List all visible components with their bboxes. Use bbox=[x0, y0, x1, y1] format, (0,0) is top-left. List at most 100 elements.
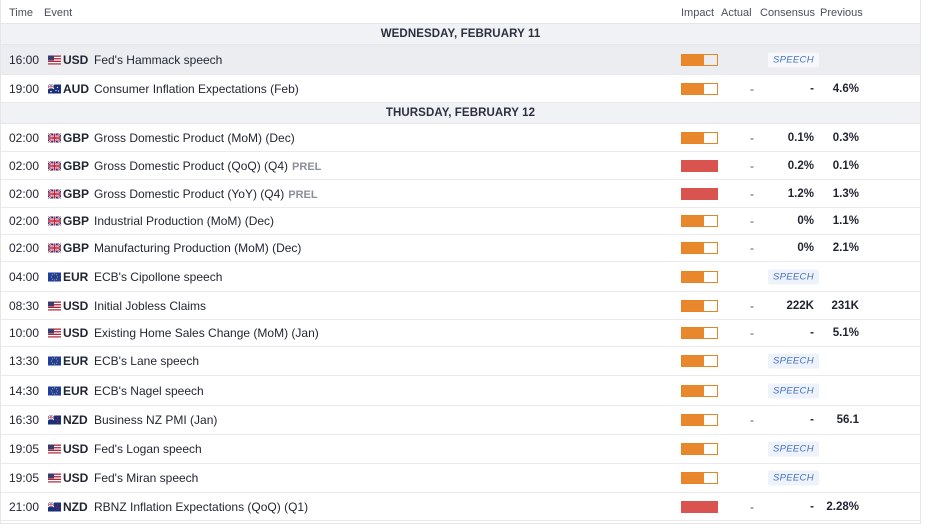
event-name[interactable]: ECB's Lane speech bbox=[94, 354, 199, 368]
event-row[interactable]: 10:00 USD Existing Home Sales Change (MoM)… bbox=[1, 320, 920, 347]
event-name-text: ECB's Nagel speech bbox=[94, 383, 204, 398]
event-time: 02:00 bbox=[9, 214, 40, 228]
eu-flag-icon bbox=[48, 356, 61, 366]
event-row[interactable]: 02:00 GBP Gross Domestic Product (QoQ) (Q4… bbox=[1, 152, 920, 180]
column-header-impact[interactable]: Impact bbox=[681, 7, 715, 19]
us-flag-icon bbox=[48, 55, 61, 64]
consensus-value: - bbox=[810, 500, 814, 513]
impact-fill bbox=[682, 188, 717, 199]
consensus-value: 222K bbox=[786, 299, 815, 312]
column-header-event[interactable]: Event bbox=[44, 7, 73, 19]
event-name[interactable]: Gross Domestic Product (QoQ) (Q4) PREL bbox=[94, 159, 321, 173]
event-currency: GBP bbox=[63, 158, 90, 173]
column-header-row: Time Event Impact Actual Consensus Previ… bbox=[1, 0, 920, 24]
event-currency: AUD bbox=[63, 81, 89, 96]
impact-fill bbox=[682, 328, 704, 338]
event-currency: EUR bbox=[63, 354, 89, 368]
previous-value: 2.1% bbox=[832, 242, 859, 254]
impact-fill bbox=[682, 132, 704, 143]
event-time: 04:00 bbox=[9, 269, 40, 284]
date-header: WEDNESDAY, FEBRUARY 11 bbox=[1, 24, 920, 45]
impact-indicator bbox=[681, 242, 718, 254]
event-currency: GBP bbox=[63, 214, 90, 228]
consensus-value: 1.2% bbox=[787, 187, 814, 200]
actual-value: - bbox=[750, 241, 754, 255]
event-name-text: Initial Jobless Claims bbox=[94, 298, 207, 313]
event-name[interactable]: Existing Home Sales Change (MoM) (Jan) bbox=[94, 326, 319, 340]
event-row[interactable]: 13:30 EUR ECB's Lane speech SPEECH bbox=[1, 347, 920, 376]
event-list: WEDNESDAY, FEBRUARY 11 16:00 USD Fed's Hamm… bbox=[1, 24, 920, 521]
consensus-value: 0.2% bbox=[787, 159, 814, 172]
impact-indicator bbox=[681, 159, 718, 172]
consensus-value: - bbox=[810, 82, 814, 95]
event-row[interactable]: 08:30 USD Initial Jobless Claims - 222K 231K bbox=[1, 292, 920, 320]
event-time: 21:00 bbox=[9, 499, 40, 514]
event-name[interactable]: Fed's Logan speech bbox=[94, 442, 202, 456]
event-row[interactable]: 02:00 GBP Gross Domestic Product (YoY) (Q4… bbox=[1, 180, 920, 208]
impact-indicator bbox=[681, 299, 718, 312]
event-row[interactable]: 19:05 USD Fed's Logan speech SPEECH bbox=[1, 435, 920, 464]
impact-fill bbox=[682, 444, 704, 454]
event-name-text: Industrial Production (MoM) (Dec) bbox=[94, 214, 275, 228]
impact-indicator bbox=[681, 187, 718, 200]
event-name[interactable]: Gross Domestic Product (YoY) (Q4) PREL bbox=[94, 187, 318, 201]
event-time: 19:00 bbox=[9, 81, 40, 96]
consensus-value: 0.1% bbox=[787, 131, 814, 144]
event-name[interactable]: Manufacturing Production (MoM) (Dec) bbox=[94, 241, 301, 255]
event-name[interactable]: Industrial Production (MoM) (Dec) bbox=[94, 214, 274, 228]
impact-indicator bbox=[681, 131, 718, 144]
event-row[interactable]: 21:00 NZD RBNZ Inflation Expectations (QoQ… bbox=[1, 493, 920, 521]
actual-value: - bbox=[750, 130, 754, 145]
event-name-text: ECB's Lane speech bbox=[94, 354, 200, 368]
event-row[interactable]: 02:00 GBP Gross Domestic Product (MoM) (De… bbox=[1, 124, 920, 152]
uk-flag-icon bbox=[48, 133, 61, 142]
event-row[interactable]: 19:00 AUD Consumer Inflation Expectations … bbox=[1, 75, 920, 103]
event-name-text: Gross Domestic Product (MoM) (Dec) bbox=[94, 130, 295, 145]
nz-flag-icon bbox=[48, 415, 61, 425]
event-currency: USD bbox=[63, 52, 89, 67]
event-row[interactable]: 14:30 EUR ECB's Nagel speech SPEECH bbox=[1, 376, 920, 406]
event-name[interactable]: RBNZ Inflation Expectations (QoQ) (Q1) bbox=[94, 500, 308, 514]
column-header-consensus[interactable]: Consensus bbox=[760, 7, 816, 19]
event-currency: NZD bbox=[63, 413, 88, 427]
event-currency: USD bbox=[63, 298, 89, 313]
event-row[interactable]: 16:30 NZD Business NZ PMI (Jan) - - 56.1 bbox=[1, 406, 920, 435]
column-header-time[interactable]: Time bbox=[9, 7, 34, 19]
consensus-value: 0% bbox=[797, 242, 814, 254]
event-name[interactable]: Fed's Hammack speech bbox=[94, 53, 222, 67]
event-row[interactable]: 16:00 USD Fed's Hammack speech SPEECH bbox=[1, 45, 920, 75]
column-header-previous[interactable]: Previous bbox=[820, 7, 863, 19]
event-time: 16:30 bbox=[9, 413, 40, 427]
consensus-value: - bbox=[810, 327, 814, 339]
event-row[interactable]: 19:05 USD Fed's Miran speech SPEECH bbox=[1, 464, 920, 493]
event-row[interactable]: 02:00 GBP Manufacturing Production (MoM) (… bbox=[1, 235, 920, 262]
impact-indicator bbox=[681, 384, 718, 397]
speech-badge: SPEECH bbox=[768, 383, 819, 398]
event-time: 14:30 bbox=[9, 383, 40, 398]
event-time: 08:30 bbox=[9, 298, 40, 313]
us-flag-icon bbox=[48, 301, 61, 310]
event-name-text: RBNZ Inflation Expectations (QoQ) (Q1) bbox=[94, 499, 309, 514]
event-currency: GBP bbox=[63, 186, 90, 201]
impact-indicator bbox=[681, 443, 718, 455]
eu-flag-icon bbox=[48, 386, 61, 395]
previous-value: 4.6% bbox=[832, 82, 859, 95]
uk-flag-icon bbox=[48, 216, 61, 226]
impact-indicator bbox=[681, 500, 718, 513]
event-name[interactable]: Gross Domestic Product (MoM) (Dec) bbox=[94, 131, 295, 145]
event-name[interactable]: Fed's Miran speech bbox=[94, 471, 198, 485]
event-name[interactable]: Business NZ PMI (Jan) bbox=[94, 413, 217, 427]
speech-badge: SPEECH bbox=[768, 441, 819, 457]
event-row[interactable]: 04:00 EUR ECB's Cipollone speech SPEECH bbox=[1, 262, 920, 292]
previous-value: 2.28% bbox=[826, 500, 859, 513]
consensus-value: - bbox=[810, 414, 814, 426]
event-name[interactable]: Consumer Inflation Expectations (Feb) bbox=[94, 82, 299, 96]
column-header-actual[interactable]: Actual bbox=[721, 7, 752, 19]
impact-indicator bbox=[681, 414, 718, 426]
event-row[interactable]: 02:00 GBP Industrial Production (MoM) (Dec… bbox=[1, 208, 920, 235]
event-name[interactable]: ECB's Nagel speech bbox=[94, 384, 204, 398]
event-name[interactable]: Initial Jobless Claims bbox=[94, 299, 206, 313]
event-name[interactable]: ECB's Cipollone speech bbox=[94, 270, 222, 284]
nz-flag-icon bbox=[48, 502, 61, 511]
